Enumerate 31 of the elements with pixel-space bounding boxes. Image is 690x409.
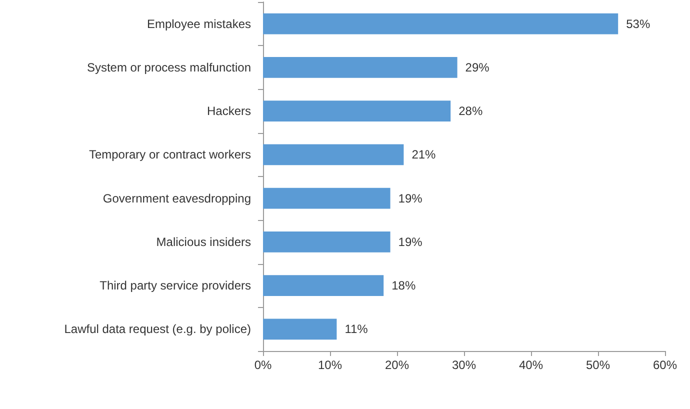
bar [263,231,390,252]
y-tick-label: Hackers [206,104,251,118]
bar [263,275,384,296]
x-tick-label: 20% [384,358,410,372]
y-tick-label: Government eavesdropping [102,191,251,206]
bar [263,318,337,340]
bar [263,56,458,78]
x-tick-label: 60% [652,358,678,372]
data-label: 28% [458,104,483,118]
data-label: 53% [626,16,650,31]
bar [263,13,618,34]
bar [263,188,390,209]
y-tick-label: Employee mistakes [146,16,251,31]
data-label: 18% [392,278,416,293]
x-tick-label: 0% [254,358,272,372]
data-label: 19% [398,191,423,206]
y-tick-label: Temporary or contract workers [88,148,251,162]
data-label: 29% [465,60,490,74]
x-tick-label: 40% [518,358,544,372]
x-tick-label: 30% [452,358,476,372]
x-tick-label: 50% [586,358,610,372]
data-label: 19% [398,234,423,249]
bar [263,100,451,122]
data-label: 21% [412,148,436,162]
data-label: 11% [344,322,368,336]
bar [263,144,404,166]
y-tick-label: Malicious insiders [156,234,251,249]
y-tick-label: Third party service providers [100,278,251,293]
x-tick-label: 10% [318,358,342,372]
y-tick-label: System or process malfunction [86,60,251,74]
y-tick-label: Lawful data request (e.g. by police) [64,322,251,336]
